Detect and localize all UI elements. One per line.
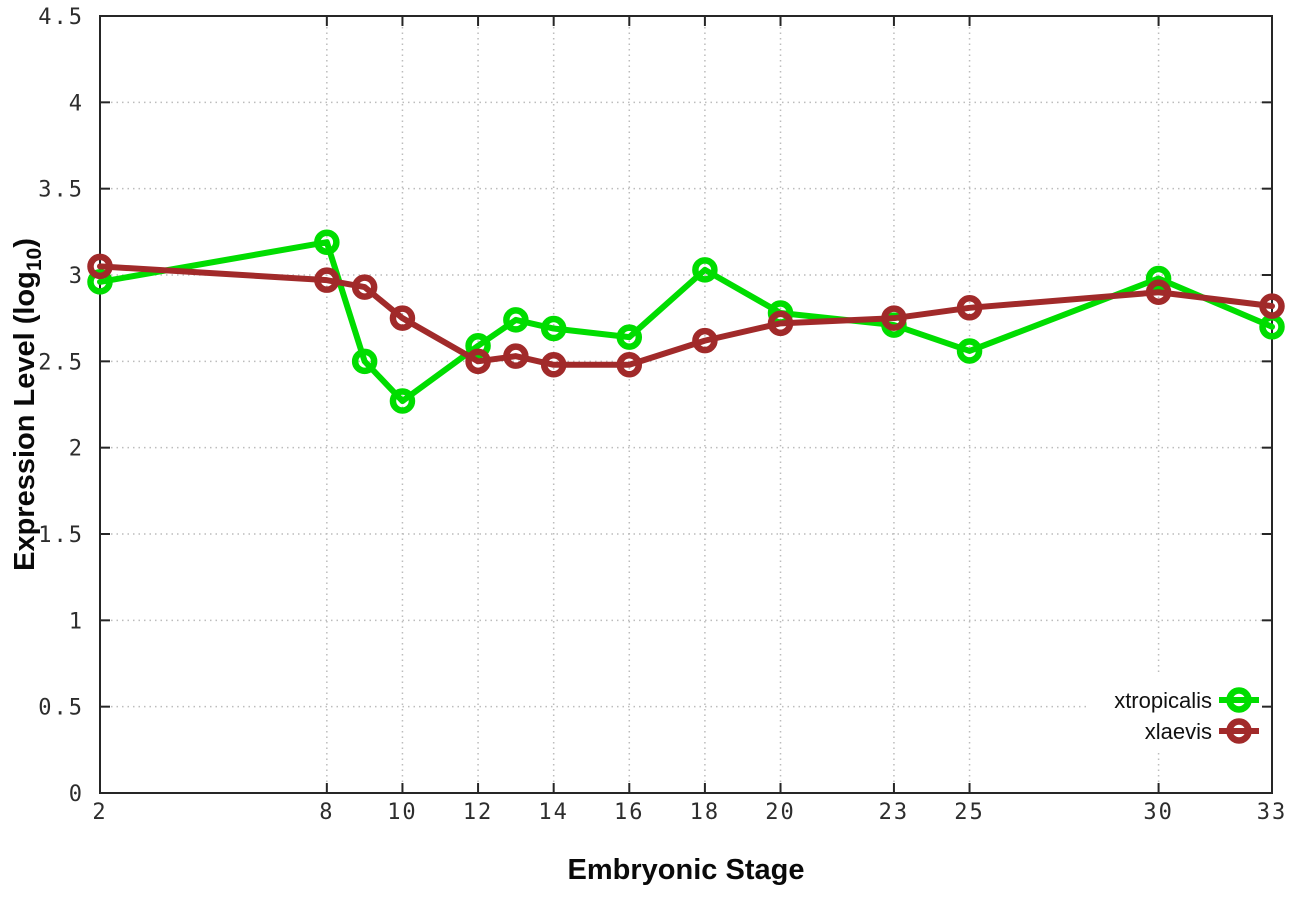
data-point-xlaevis-stage-13 bbox=[503, 343, 529, 369]
x-tick-label-25: 25 bbox=[954, 800, 985, 825]
data-point-xlaevis-stage-18 bbox=[692, 327, 718, 354]
data-point-xtropicalis-stage-8 bbox=[314, 229, 340, 255]
y-tick-label-4.5: 4.5 bbox=[38, 5, 84, 30]
data-point-xtropicalis-stage-25 bbox=[956, 338, 983, 364]
data-point-xlaevis-stage-10 bbox=[389, 305, 416, 331]
legend-sample-marker-xtropicalis bbox=[1226, 687, 1252, 713]
data-point-xlaevis-stage-25 bbox=[956, 295, 983, 321]
x-tick-label-8: 8 bbox=[319, 800, 334, 825]
x-tick-label-20: 20 bbox=[765, 800, 796, 825]
data-point-xlaevis-stage-23 bbox=[881, 305, 907, 331]
y-tick-label-0: 0 bbox=[69, 782, 84, 807]
series-line-xtropicalis bbox=[97, 239, 1275, 405]
legend-label-xtropicalis: xtropicalis bbox=[1114, 688, 1212, 713]
series-line-xlaevis bbox=[97, 263, 1275, 368]
data-point-xlaevis-stage-2 bbox=[87, 253, 113, 280]
y-tick-label-2.5: 2.5 bbox=[38, 350, 84, 375]
y-tick-label-0.5: 0.5 bbox=[38, 696, 84, 721]
data-point-xtropicalis-stage-16 bbox=[616, 324, 643, 350]
data-point-xlaevis-stage-20 bbox=[767, 310, 794, 337]
data-point-xlaevis-stage-14 bbox=[540, 352, 567, 378]
data-point-xtropicalis-stage-10 bbox=[389, 388, 416, 414]
y-tick-label-1: 1 bbox=[69, 609, 84, 634]
data-point-xlaevis-stage-9 bbox=[351, 274, 378, 300]
data-point-xlaevis-stage-16 bbox=[616, 352, 643, 378]
x-tick-label-14: 14 bbox=[538, 800, 569, 825]
x-tick-label-18: 18 bbox=[690, 800, 721, 825]
data-point-xlaevis-stage-8 bbox=[314, 267, 340, 293]
plot-border bbox=[99, 15, 1273, 794]
data-point-xtropicalis-stage-18 bbox=[692, 257, 718, 283]
data-point-xlaevis-stage-33 bbox=[1259, 293, 1285, 319]
y-tick-label-3.5: 3.5 bbox=[38, 178, 84, 203]
data-point-xlaevis-stage-30 bbox=[1145, 279, 1172, 306]
data-point-xlaevis-stage-12 bbox=[465, 348, 491, 375]
legend-label-xlaevis: xlaevis bbox=[1145, 719, 1212, 744]
y-tick-label-3: 3 bbox=[69, 264, 84, 289]
data-point-xtropicalis-stage-2 bbox=[87, 269, 113, 295]
data-point-xtropicalis-stage-30 bbox=[1145, 265, 1172, 292]
y-axis-title: Expression Level (log10) bbox=[9, 238, 46, 571]
y-tick-label-2: 2 bbox=[69, 437, 84, 462]
x-tick-label-23: 23 bbox=[879, 800, 910, 825]
data-point-xtropicalis-stage-9 bbox=[351, 348, 378, 375]
x-axis-title: Embryonic Stage bbox=[568, 854, 805, 886]
data-point-xtropicalis-stage-14 bbox=[540, 315, 567, 342]
data-point-xtropicalis-stage-12 bbox=[465, 333, 491, 359]
legend-sample-marker-xlaevis bbox=[1226, 718, 1252, 744]
x-tick-label-30: 30 bbox=[1143, 800, 1174, 825]
x-tick-label-16: 16 bbox=[614, 800, 645, 825]
x-tick-label-10: 10 bbox=[387, 800, 418, 825]
data-point-xtropicalis-stage-13 bbox=[503, 307, 529, 333]
y-tick-label-4: 4 bbox=[69, 91, 84, 116]
x-tick-label-33: 33 bbox=[1257, 800, 1288, 825]
x-tick-label-2: 2 bbox=[92, 800, 107, 825]
x-tick-label-12: 12 bbox=[463, 800, 494, 825]
y-tick-label-1.5: 1.5 bbox=[38, 523, 84, 548]
